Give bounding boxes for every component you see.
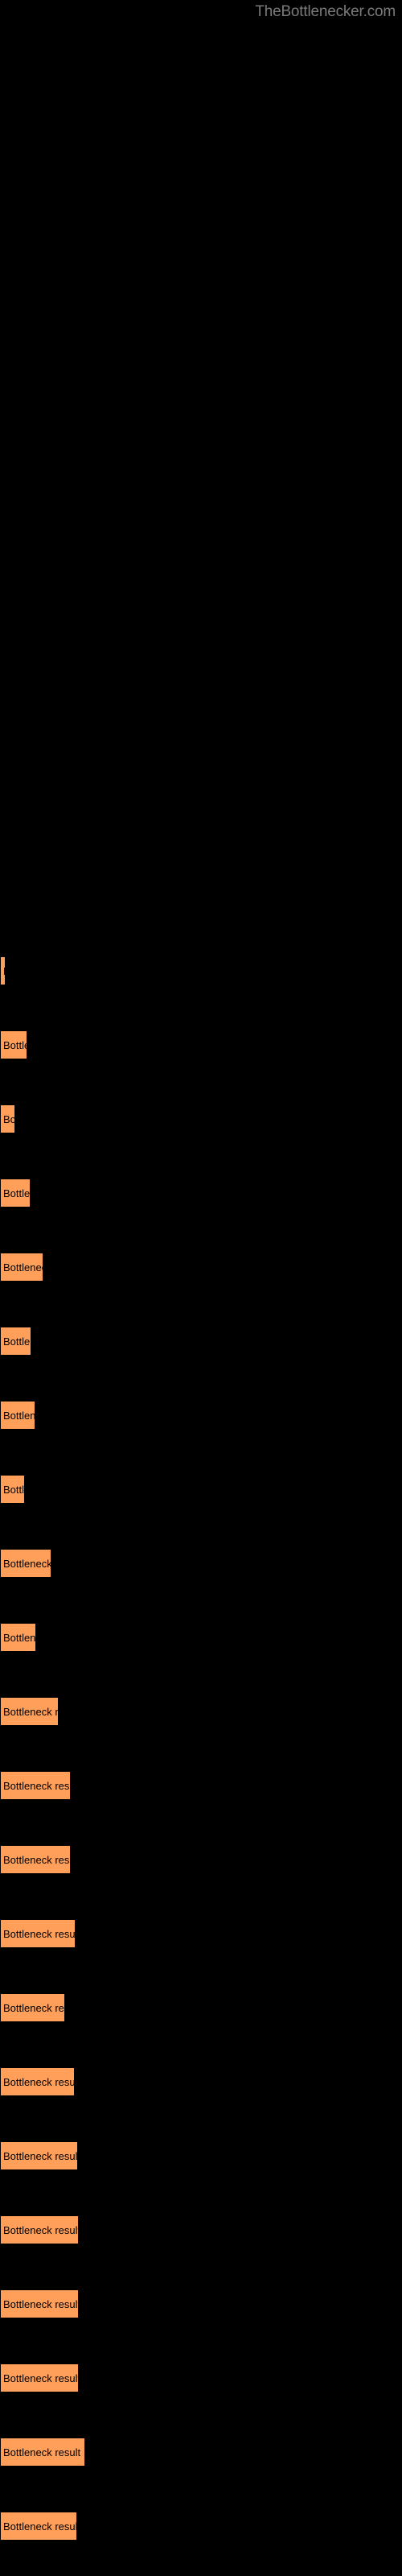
bar-label: Bottleneck result [3, 2076, 75, 2088]
bar-row: Bo [0, 1082, 402, 1156]
bar-row: Bottleneck result [0, 2267, 402, 2341]
bar: Bottlenec [0, 1401, 35, 1430]
bar-label: Bottlene [3, 1632, 36, 1644]
bar: Bottleneck r [0, 1549, 51, 1578]
bar-row: Bottler [0, 1008, 402, 1082]
bar-label: Bottleneck result [3, 2224, 79, 2236]
bar-label: B [3, 965, 6, 977]
bar-label: Bottleneck result [3, 1928, 76, 1940]
bar-row: Bottleneck r [0, 1526, 402, 1600]
bar-row: Bottlene [0, 1304, 402, 1378]
bar-label: Bottleneck resu [3, 1706, 59, 1718]
bar: B [0, 956, 6, 985]
bar: Bottleneck result [0, 2141, 78, 2170]
bar: Bottleneck res [0, 1993, 65, 2022]
bar-row: Bottleneck result [0, 2045, 402, 2119]
bar: Bottleneck result [0, 2438, 85, 2467]
bar: Bottleneck result [0, 2512, 77, 2541]
bar-label: Bottleneck result [3, 2446, 80, 2458]
bar: Bottleneck result [0, 2215, 79, 2244]
bar: Bottleneck result [0, 2067, 75, 2096]
bar-label: Bottleneck r [3, 1558, 51, 1570]
bar-row: Bottleneck result [0, 2119, 402, 2193]
bar-label: Bottleneck res [3, 2002, 65, 2014]
bar-row: Bottleneck resu [0, 1674, 402, 1748]
bar: Bottlene [0, 1623, 36, 1652]
bar: Bo [0, 1104, 15, 1133]
bar-label: Bottleneck result [3, 2298, 79, 2310]
bar: Bottleneck resu [0, 1697, 59, 1726]
bar: Bottleneck result [0, 2289, 79, 2318]
bar-row: Bottlenec [0, 1378, 402, 1452]
bar-row: Bottlene [0, 1600, 402, 1674]
bar-row: Bottleneck result [0, 2489, 402, 2563]
bar-label: Bottlene [3, 1187, 31, 1199]
bar-label: Bottleneck result [3, 2372, 79, 2384]
bar-row: Bottleneck result [0, 2415, 402, 2489]
bar: Bottleneck result [0, 2363, 79, 2392]
bar-label: Bottleneck [3, 1261, 43, 1274]
bar: Bottler [0, 1030, 27, 1059]
bar: Bottlene [0, 1179, 31, 1208]
bar: Bottleneck result [0, 1845, 71, 1874]
bar-label: Bottle [3, 1484, 25, 1496]
bar-label: Bottleneck result [3, 1780, 71, 1792]
bars-region: B Bottler Bo Bottlene Bottleneck Bottlene Bott… [0, 934, 402, 2563]
bar-label: Bottleneck result [3, 2150, 78, 2162]
bar-label: Bo [3, 1113, 15, 1125]
bar-label: Bottlene [3, 1335, 31, 1348]
bar: Bottleneck result [0, 1771, 71, 1800]
bar: Bottleneck result [0, 1919, 76, 1948]
bar-label: Bottleneck result [3, 2520, 77, 2533]
bar-row: Bottleneck result [0, 1748, 402, 1823]
bar-row: Bottleneck res [0, 1971, 402, 2045]
bar-row: Bottleneck [0, 1230, 402, 1304]
bar-row: B [0, 934, 402, 1008]
top-black-region [0, 0, 402, 934]
bar-label: Bottler [3, 1039, 27, 1051]
watermark-text: TheBottlenecker.com [255, 3, 396, 21]
bar-row: Bottleneck result [0, 1823, 402, 1897]
bar-row: Bottlene [0, 1156, 402, 1230]
bar-row: Bottleneck result [0, 2193, 402, 2267]
bar: Bottle [0, 1475, 25, 1504]
bar: Bottlene [0, 1327, 31, 1356]
bar-row: Bottleneck result [0, 2341, 402, 2415]
bar: Bottleneck [0, 1253, 43, 1282]
bar-row: Bottle [0, 1452, 402, 1526]
bar-row: Bottleneck result [0, 1897, 402, 1971]
page-root: TheBottlenecker.com B Bottler Bo Bottlene Bo… [0, 0, 402, 2576]
bar-label: Bottleneck result [3, 1854, 71, 1866]
bar-label: Bottlenec [3, 1410, 35, 1422]
